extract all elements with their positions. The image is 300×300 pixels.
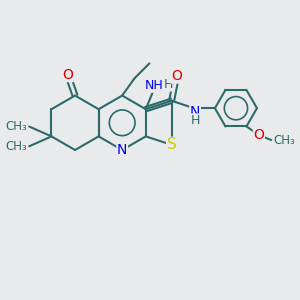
Text: N: N	[190, 105, 200, 119]
Text: CH₃: CH₃	[5, 120, 27, 133]
Text: H: H	[190, 114, 200, 127]
Text: O: O	[62, 68, 73, 82]
Text: CH₃: CH₃	[5, 140, 27, 153]
Text: H: H	[163, 78, 173, 91]
Text: NH: NH	[145, 79, 164, 92]
Text: CH₃: CH₃	[274, 134, 296, 146]
Text: S: S	[167, 137, 176, 152]
Text: O: O	[171, 69, 182, 83]
Text: N: N	[117, 143, 128, 157]
Text: O: O	[254, 128, 264, 142]
